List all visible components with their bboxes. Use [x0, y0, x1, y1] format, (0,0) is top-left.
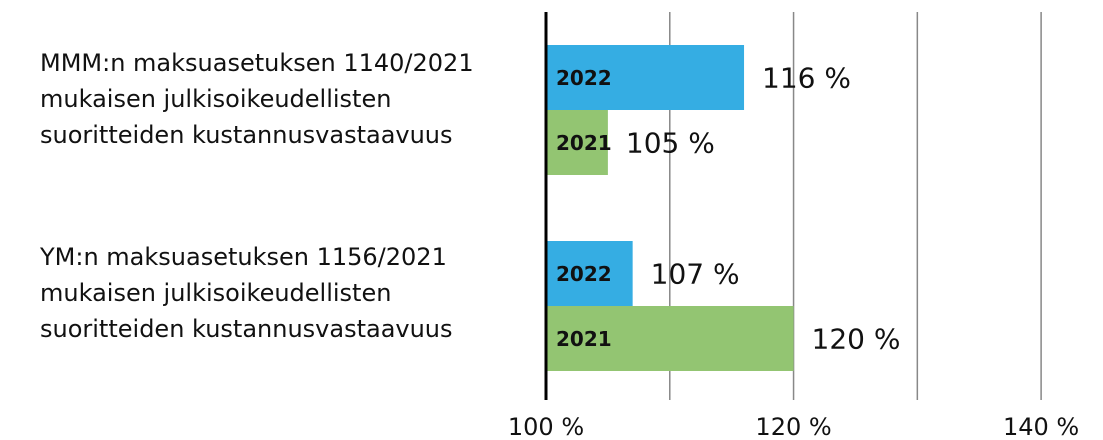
x-tick-label: 100 % [508, 413, 584, 440]
value-label: 107 % [651, 258, 740, 291]
bar [546, 306, 794, 371]
value-label: 116 % [762, 62, 851, 95]
bar [546, 45, 745, 110]
bar [546, 110, 608, 175]
category-label: YM:n maksuasetuksen 1156/2021 mukaisen j… [40, 243, 453, 343]
value-label: 105 % [626, 127, 715, 160]
x-tick-label: 140 % [1003, 413, 1079, 440]
category-label: MMM:n maksuasetuksen 1140/2021 mukaisen … [40, 49, 474, 149]
x-tick-label: 120 % [755, 413, 831, 440]
series-label: 2021 [556, 327, 612, 351]
series-label: 2021 [556, 131, 612, 155]
series-label: 2022 [556, 262, 612, 286]
value-label: 120 % [812, 323, 901, 356]
series-label: 2022 [556, 66, 612, 90]
bar [546, 241, 633, 306]
